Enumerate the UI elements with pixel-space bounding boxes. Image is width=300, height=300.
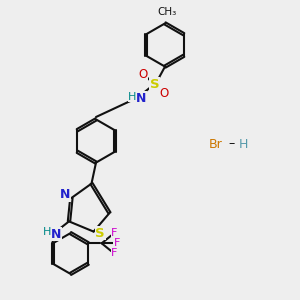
Text: N: N xyxy=(51,227,61,241)
Text: F: F xyxy=(111,228,118,239)
Text: –: – xyxy=(229,137,235,151)
Text: S: S xyxy=(95,226,105,240)
Text: Br: Br xyxy=(209,137,223,151)
Text: O: O xyxy=(160,87,169,100)
Text: F: F xyxy=(113,238,120,248)
Text: H: H xyxy=(128,92,136,102)
Text: N: N xyxy=(136,92,146,105)
Text: H: H xyxy=(43,227,51,237)
Text: O: O xyxy=(139,68,148,81)
Text: H: H xyxy=(238,137,248,151)
Text: F: F xyxy=(111,248,118,258)
Text: N: N xyxy=(60,188,70,202)
Text: S: S xyxy=(150,77,159,91)
Text: CH₃: CH₃ xyxy=(157,7,176,17)
